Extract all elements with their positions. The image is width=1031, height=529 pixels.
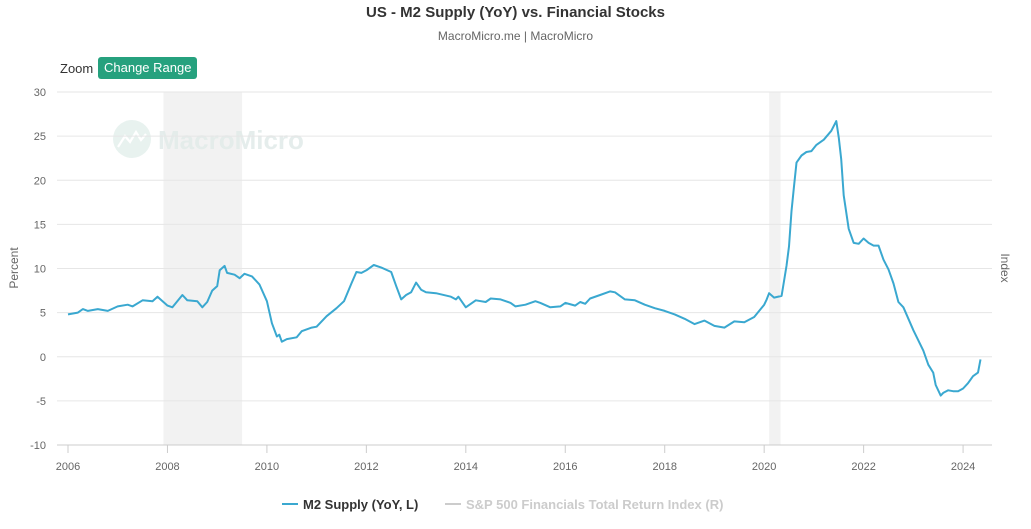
x-tick-labels: 2006 2008 2010 2012 2014 2016 2018 2020 2022 2024 bbox=[56, 445, 975, 473]
macromicro-logo-icon bbox=[113, 120, 151, 158]
series-line-m2-supply bbox=[67, 120, 982, 397]
y-tick-20: 20 bbox=[34, 175, 46, 187]
legend-label-m2: M2 Supply (YoY, L) bbox=[303, 497, 418, 512]
y-tick-5: 5 bbox=[40, 308, 46, 320]
legend-label-sp500: S&P 500 Financials Total Return Index (R… bbox=[466, 497, 723, 512]
x-tick-2014: 2014 bbox=[454, 461, 478, 473]
y-tick-25: 25 bbox=[34, 131, 46, 143]
x-tick-2024: 2024 bbox=[951, 461, 975, 473]
y-tick-labels: -10 -5 0 5 10 15 20 25 30 bbox=[30, 87, 46, 452]
y-tick-10: 10 bbox=[34, 264, 46, 276]
legend: M2 Supply (YoY, L) S&P 500 Financials To… bbox=[282, 497, 723, 512]
x-tick-2018: 2018 bbox=[652, 461, 676, 473]
legend-item-sp500-financials[interactable]: S&P 500 Financials Total Return Index (R… bbox=[445, 497, 723, 512]
x-tick-2006: 2006 bbox=[56, 461, 80, 473]
x-tick-2022: 2022 bbox=[851, 461, 875, 473]
watermark-text: MacroMicro bbox=[158, 125, 304, 155]
watermark: MacroMicro bbox=[113, 120, 304, 158]
change-range-button[interactable]: Change Range bbox=[98, 57, 198, 79]
zoom-label: Zoom bbox=[60, 61, 94, 76]
y-tick-15: 15 bbox=[34, 219, 46, 231]
x-tick-2012: 2012 bbox=[354, 461, 378, 473]
y-tick--10: -10 bbox=[30, 440, 46, 452]
chart-subtitle: MacroMicro.me | MacroMicro bbox=[437, 29, 594, 43]
x-tick-2008: 2008 bbox=[155, 461, 179, 473]
series-layer bbox=[67, 120, 982, 397]
y-tick-0: 0 bbox=[40, 352, 46, 364]
y-tick--5: -5 bbox=[36, 396, 46, 408]
y2-axis-title: Index bbox=[998, 253, 1012, 282]
chart-title: US - M2 Supply (YoY) vs. Financial Stock… bbox=[366, 4, 665, 21]
y-axis-title: Percent bbox=[7, 247, 21, 289]
x-tick-2016: 2016 bbox=[553, 461, 577, 473]
y-gridlines bbox=[57, 91, 992, 402]
legend-item-m2[interactable]: M2 Supply (YoY, L) bbox=[282, 497, 418, 512]
x-tick-2020: 2020 bbox=[752, 461, 776, 473]
y-tick-30: 30 bbox=[34, 87, 46, 99]
x-tick-2010: 2010 bbox=[255, 461, 279, 473]
